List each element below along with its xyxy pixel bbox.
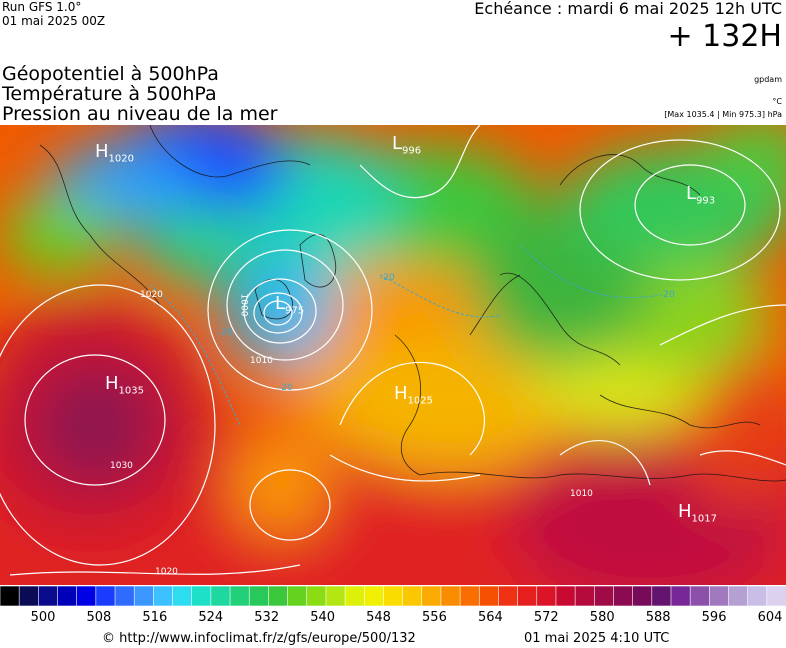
color-scale-swatch [18, 586, 40, 606]
color-scale-swatch [728, 586, 749, 606]
color-scale-swatch [747, 586, 768, 606]
color-scale-swatch [498, 586, 519, 606]
color-scale-swatch [709, 586, 730, 606]
title-temperature: Température à 500hPa [2, 83, 217, 105]
forecast-valid-time: Echéance : mardi 6 mai 2025 12h UTC [474, 0, 782, 18]
color-scale-ticks: 500 508 516 524 532 540 548 556 564 572 580 588 596 6… [0, 610, 786, 626]
color-scale-swatch [593, 586, 615, 606]
run-label: Run GFS 1.0° [2, 0, 82, 14]
unit-pressure: [Max 1035.4 | Min 975.3] hPa [664, 110, 782, 119]
color-scale-tick-label: 588 [645, 610, 671, 625]
isotherm-label: -20 [218, 328, 233, 338]
color-scale-swatch [459, 586, 481, 606]
forecast-lead-time: + 132H [667, 19, 783, 54]
color-scale-swatch [651, 586, 672, 606]
color-scale-swatch [306, 586, 327, 606]
color-scale-swatch [632, 586, 653, 606]
color-scale-swatch [114, 586, 135, 606]
color-scale-swatch [325, 586, 346, 606]
pressure-center-high: H1017 [678, 501, 717, 525]
pressure-center-high: H1025 [394, 383, 433, 407]
pressure-center-high: H1020 [95, 141, 134, 165]
color-scale-swatch [536, 586, 557, 606]
pressure-center-low: L993 [686, 183, 716, 207]
isobar-label: 1010 [570, 489, 593, 499]
color-scale-swatch [133, 586, 155, 606]
isotherm-label: -20 [660, 290, 675, 300]
color-scale-tick-label: 524 [198, 610, 224, 625]
color-scale-tick-label: 516 [142, 610, 168, 625]
color-scale-swatch [517, 586, 538, 606]
pressure-center-low: L975 [275, 293, 305, 317]
color-scale-tick-label: 556 [422, 610, 447, 625]
unit-geopotential: gpdam [754, 75, 782, 84]
run-date: 01 mai 2025 00Z [2, 14, 106, 28]
isobar-label: 1010 [250, 356, 273, 366]
color-scale-tick-label: 548 [366, 610, 391, 625]
isotherm-label: -20 [380, 273, 395, 283]
isobar-label: 1030 [110, 461, 133, 471]
color-scale-swatch [766, 586, 786, 606]
color-scale-swatch [383, 586, 404, 606]
color-scale-tick-label: 532 [254, 610, 280, 625]
color-scale-swatch [689, 586, 711, 606]
color-scale-tick-label: 604 [757, 610, 783, 625]
color-scale-swatch [287, 586, 308, 606]
color-scale-tick-label: 572 [533, 610, 559, 625]
color-scale-swatch [555, 586, 576, 606]
color-scale-swatch [478, 586, 500, 606]
color-scale-swatch [38, 586, 59, 606]
color-scale-swatch [440, 586, 461, 606]
color-scale-swatch [421, 586, 442, 606]
color-scale-swatch [363, 586, 385, 606]
color-scale-swatch [268, 586, 289, 606]
isotherm-label: -20 [278, 383, 293, 393]
weather-map [0, 125, 786, 585]
color-scale-tick-label: 508 [86, 610, 112, 625]
color-scale-swatch [172, 586, 193, 606]
unit-temperature: °C [772, 97, 782, 106]
color-scale-tick-label: 564 [477, 610, 503, 625]
pressure-center-low: L996 [392, 133, 422, 157]
isobar-label: 1020 [140, 290, 163, 300]
color-scale [0, 586, 786, 606]
color-scale-swatch [95, 586, 116, 606]
source-url: © http://www.infoclimat.fr/z/gfs/europe/… [102, 631, 416, 646]
color-scale-swatch [344, 586, 366, 606]
color-scale-tick-label: 596 [701, 610, 727, 625]
pressure-center-high: H1035 [105, 373, 144, 397]
color-scale-swatch [191, 586, 212, 606]
color-scale-swatch [229, 586, 251, 606]
color-scale-tick-label: 580 [589, 610, 615, 625]
color-scale-swatch [76, 586, 97, 606]
title-geopotential: Géopotentiel à 500hPa [2, 63, 219, 85]
color-scale-swatch [153, 586, 174, 606]
color-scale-swatch [402, 586, 423, 606]
color-scale-swatch [670, 586, 691, 606]
color-scale-swatch [248, 586, 270, 606]
color-scale-swatch [210, 586, 231, 606]
color-scale-tick-label: 500 [30, 610, 56, 625]
isobar-label: 1020 [155, 567, 178, 577]
color-scale-swatch [574, 586, 596, 606]
color-scale-swatch [57, 586, 78, 606]
color-scale-tick-label: 540 [310, 610, 336, 625]
color-scale-swatch [613, 586, 634, 606]
generated-time: 01 mai 2025 4:10 UTC [524, 631, 670, 646]
color-scale-swatch [0, 586, 20, 606]
isobar-label: 1000 [238, 293, 249, 317]
title-pressure: Pression au niveau de la mer [2, 103, 278, 125]
